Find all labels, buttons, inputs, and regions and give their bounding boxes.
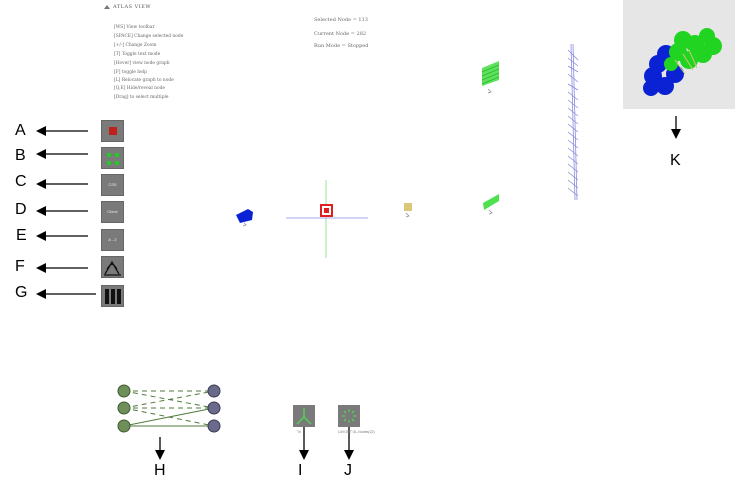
panel-collapse-icon[interactable] bbox=[104, 4, 110, 9]
label-b: B bbox=[15, 147, 26, 164]
arrow-f bbox=[36, 263, 88, 273]
connection-graph[interactable] bbox=[112, 380, 232, 436]
hint-line: [F] toggle help bbox=[114, 70, 147, 75]
label-a: A bbox=[15, 122, 26, 139]
arrow-k bbox=[671, 116, 681, 139]
hint-line: [WS] View toolbar bbox=[114, 25, 155, 30]
radial-layout-icon bbox=[342, 409, 356, 423]
arrow-b bbox=[36, 149, 88, 159]
curve-icon bbox=[104, 260, 121, 276]
node-cluster-icon bbox=[643, 28, 722, 96]
source-node-icon bbox=[117, 384, 131, 433]
arrow-a bbox=[36, 126, 88, 136]
label-f: F bbox=[15, 258, 25, 275]
hint-line: [T] Toggle text mode bbox=[114, 52, 161, 57]
hint-line: [Q,E] Hide/reveal node bbox=[114, 86, 165, 91]
hint-line: [SPACE] Change selected node bbox=[114, 34, 184, 39]
layout-nodes-button[interactable] bbox=[338, 405, 360, 427]
arrow-g bbox=[36, 289, 96, 299]
tri-node-button[interactable] bbox=[293, 405, 315, 427]
clone-tool-label: Clone bbox=[107, 209, 118, 214]
range-tool-label: A - Z bbox=[108, 237, 117, 242]
label-e: E bbox=[16, 227, 27, 244]
crosshair-icon bbox=[286, 180, 368, 258]
range-tool-button[interactable]: A - Z bbox=[101, 229, 124, 251]
arrow-d bbox=[36, 206, 88, 216]
grid-tool-button[interactable] bbox=[101, 147, 124, 169]
clone-tool-button[interactable]: Clone bbox=[101, 201, 124, 223]
minimap-thumbnail[interactable] bbox=[623, 0, 735, 109]
css-tool-label: CSS bbox=[108, 182, 117, 187]
arrow-j bbox=[344, 424, 354, 460]
tri-node-caption: Tri bbox=[297, 430, 301, 434]
green-stack-node-icon bbox=[481, 61, 500, 94]
blue-node-icon bbox=[236, 209, 253, 227]
arrow-i bbox=[299, 424, 309, 460]
current-node-status: Current Node = 282 bbox=[314, 31, 367, 37]
curve-tool-button[interactable] bbox=[101, 256, 124, 278]
bars-tool-button[interactable] bbox=[101, 285, 124, 307]
arrow-e bbox=[36, 231, 88, 241]
run-mode-status: Run Mode = Stopped bbox=[314, 43, 369, 49]
stop-tool-button[interactable] bbox=[101, 120, 124, 142]
hint-line: [L] Relocate graph to node bbox=[114, 78, 174, 83]
css-tool-button[interactable]: CSS bbox=[101, 174, 124, 196]
stop-icon bbox=[109, 127, 117, 135]
target-node-icon bbox=[207, 384, 221, 433]
label-g: G bbox=[15, 284, 28, 301]
yellow-node-icon bbox=[404, 203, 412, 218]
tri-node-icon bbox=[296, 408, 312, 425]
arrow-c bbox=[36, 179, 88, 189]
panel-title: ATLAS VIEW bbox=[104, 4, 151, 10]
label-i: I bbox=[298, 462, 303, 479]
label-k: K bbox=[670, 152, 681, 169]
hint-line: [+/-] Change Zoom bbox=[114, 43, 157, 48]
layout-nodes-caption: LAYOUT GL.Nodes(22) bbox=[338, 430, 375, 434]
arrow-h bbox=[155, 437, 165, 460]
green-small-node-icon bbox=[483, 194, 499, 215]
selected-node-status: Selected Node = 113 bbox=[314, 17, 368, 23]
hint-line: [Drag] to select multiple bbox=[114, 95, 169, 100]
hint-line: [Hover] view node graph bbox=[114, 61, 170, 66]
label-h: H bbox=[154, 462, 166, 479]
edge-cluster-icon bbox=[567, 43, 579, 201]
label-j: J bbox=[344, 462, 352, 479]
label-d: D bbox=[15, 201, 27, 218]
label-c: C bbox=[15, 173, 27, 190]
